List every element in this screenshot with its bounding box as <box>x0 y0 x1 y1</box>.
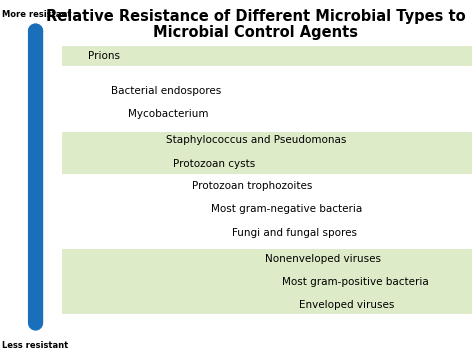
Text: More resistant: More resistant <box>2 10 72 19</box>
Text: Protozoan trophozoites: Protozoan trophozoites <box>192 181 312 191</box>
Text: Prions: Prions <box>88 51 120 61</box>
Bar <box>62 249 472 314</box>
Text: Fungi and fungal spores: Fungi and fungal spores <box>232 228 357 239</box>
Bar <box>62 132 472 174</box>
Bar <box>62 46 472 66</box>
Text: Nonenveloped viruses: Nonenveloped viruses <box>265 254 382 264</box>
Text: Bacterial endospores: Bacterial endospores <box>111 85 222 96</box>
Text: Mycobacterium: Mycobacterium <box>128 109 209 119</box>
Text: Less resistant: Less resistant <box>2 341 69 350</box>
Text: Enveloped viruses: Enveloped viruses <box>299 300 394 310</box>
Text: Most gram-positive bacteria: Most gram-positive bacteria <box>282 277 429 287</box>
Text: Protozoan cysts: Protozoan cysts <box>173 159 255 169</box>
Text: Microbial Control Agents: Microbial Control Agents <box>154 25 358 40</box>
Text: Most gram-negative bacteria: Most gram-negative bacteria <box>211 204 362 214</box>
Text: Relative Resistance of Different Microbial Types to: Relative Resistance of Different Microbi… <box>46 9 466 24</box>
Text: Staphylococcus and Pseudomonas: Staphylococcus and Pseudomonas <box>166 135 346 145</box>
